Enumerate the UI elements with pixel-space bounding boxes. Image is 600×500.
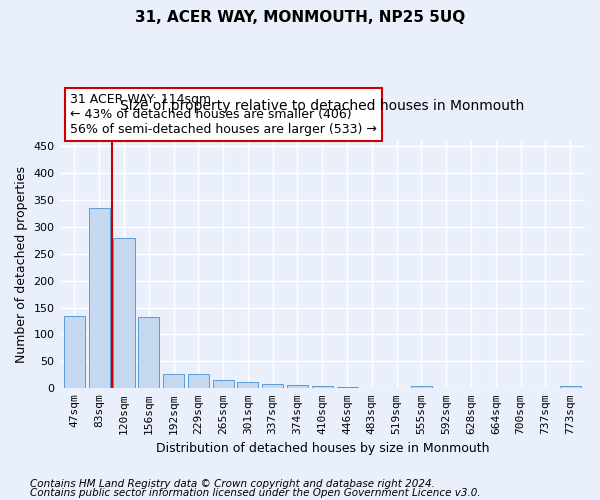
Bar [287, 385, 308, 388]
Bar [411, 386, 432, 388]
Y-axis label: Number of detached properties: Number of detached properties [15, 166, 28, 363]
Bar [212, 380, 233, 388]
Bar [312, 386, 333, 388]
Bar [262, 384, 283, 388]
Bar [113, 238, 134, 388]
Text: 31 ACER WAY: 114sqm
← 43% of detached houses are smaller (406)
56% of semi-detac: 31 ACER WAY: 114sqm ← 43% of detached ho… [70, 92, 377, 136]
Bar [138, 316, 160, 388]
Title: Size of property relative to detached houses in Monmouth: Size of property relative to detached ho… [120, 99, 524, 113]
Bar [163, 374, 184, 388]
Text: Contains public sector information licensed under the Open Government Licence v3: Contains public sector information licen… [30, 488, 481, 498]
Bar [238, 382, 259, 388]
Text: 31, ACER WAY, MONMOUTH, NP25 5UQ: 31, ACER WAY, MONMOUTH, NP25 5UQ [135, 10, 465, 25]
X-axis label: Distribution of detached houses by size in Monmouth: Distribution of detached houses by size … [155, 442, 489, 455]
Bar [188, 374, 209, 388]
Bar [337, 386, 358, 388]
Bar [560, 386, 581, 388]
Text: Contains HM Land Registry data © Crown copyright and database right 2024.: Contains HM Land Registry data © Crown c… [30, 479, 435, 489]
Bar [64, 316, 85, 388]
Bar [89, 208, 110, 388]
